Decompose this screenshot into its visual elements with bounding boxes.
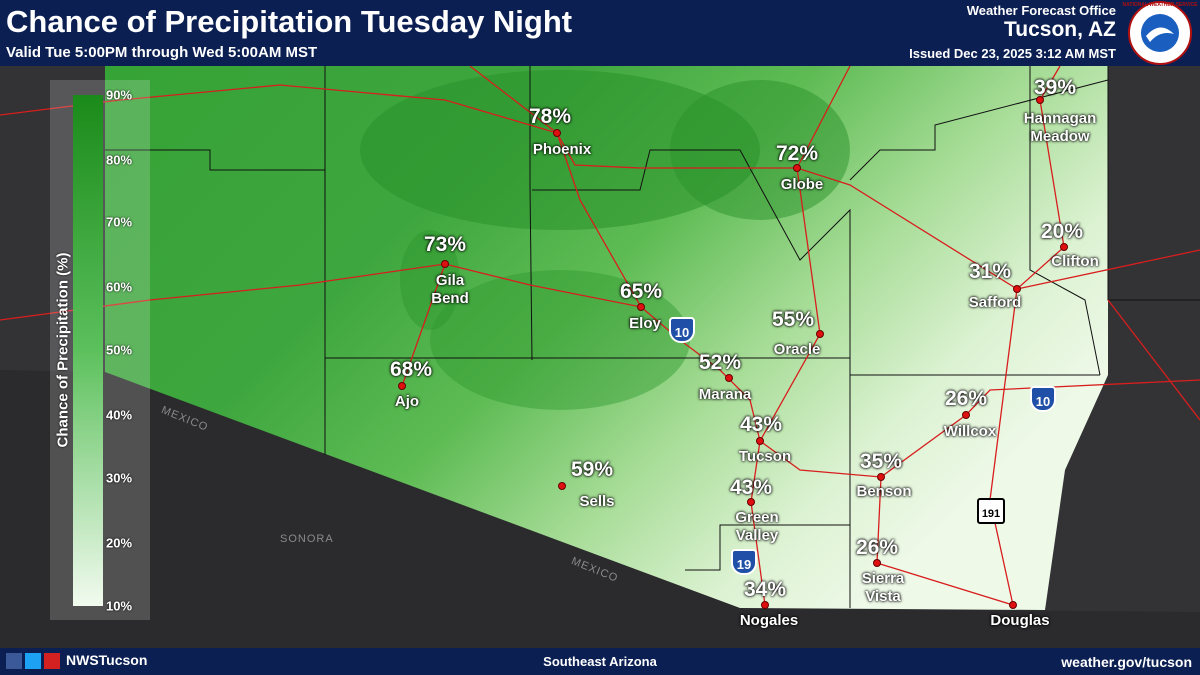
footer-social[interactable]: NWSTucson bbox=[66, 652, 148, 668]
legend-tick-label: 20% bbox=[106, 535, 133, 551]
city-percent: 73% bbox=[423, 233, 467, 256]
city-dot bbox=[1009, 601, 1017, 609]
logo-text: NATIONAL WEATHER SERVICE bbox=[1122, 2, 1198, 8]
city-name: Hannagan Meadow bbox=[1023, 110, 1097, 145]
location: Tucson, AZ bbox=[1004, 18, 1116, 41]
highway-shield: 191 bbox=[977, 498, 1005, 524]
city-percent: 52% bbox=[698, 351, 742, 374]
city-percent: 68% bbox=[389, 358, 433, 381]
header-bar bbox=[0, 0, 1200, 66]
city-percent: 39% bbox=[1033, 76, 1077, 99]
legend-tick-label: 40% bbox=[106, 407, 133, 423]
city-dot bbox=[398, 382, 406, 390]
city-name: Gila Bend bbox=[431, 272, 469, 307]
city-percent: 43% bbox=[729, 476, 773, 499]
legend-tick-label: 50% bbox=[106, 342, 133, 358]
forecast-area bbox=[105, 66, 1108, 610]
city-name: Marana bbox=[698, 386, 752, 403]
city-percent: 43% bbox=[739, 413, 783, 436]
city-percent: 26% bbox=[944, 387, 988, 410]
highway-shield: 10 bbox=[669, 317, 695, 343]
legend-tick-label: 60% bbox=[106, 279, 133, 295]
city-name: Sierra Vista bbox=[861, 570, 905, 605]
city-percent: 31% bbox=[968, 260, 1012, 283]
city-dot bbox=[816, 330, 824, 338]
subtitle: Valid Tue 5:00PM through Wed 5:00AM MST bbox=[6, 44, 318, 61]
city-dot bbox=[761, 601, 769, 609]
city-dot bbox=[747, 498, 755, 506]
city-dot bbox=[1036, 96, 1044, 104]
legend-tick-label: 70% bbox=[106, 214, 133, 230]
nws-logo-bird bbox=[1146, 27, 1174, 42]
city-name: Eloy bbox=[629, 315, 661, 332]
city-percent: 26% bbox=[855, 536, 899, 559]
legend-tick-label: 10% bbox=[106, 598, 133, 614]
city-dot bbox=[1013, 285, 1021, 293]
city-dot bbox=[793, 164, 801, 172]
city-name: Douglas bbox=[990, 612, 1050, 629]
footer-bar bbox=[0, 648, 1200, 675]
city-dot bbox=[962, 411, 970, 419]
legend-tick-label: 30% bbox=[106, 470, 133, 486]
high-pop-area bbox=[360, 70, 760, 230]
issued: Issued Dec 23, 2025 3:12 AM MST bbox=[909, 46, 1116, 61]
city-name: Phoenix bbox=[532, 141, 592, 158]
footer-region: Southeast Arizona bbox=[543, 654, 657, 669]
city-percent: 34% bbox=[743, 578, 787, 601]
city-dot bbox=[558, 482, 566, 490]
high-pop-area bbox=[670, 80, 850, 220]
city-percent: 72% bbox=[775, 142, 819, 165]
city-percent: 35% bbox=[859, 450, 903, 473]
city-percent: 55% bbox=[771, 308, 815, 331]
city-name: Safford bbox=[968, 294, 1022, 311]
youtube-icon[interactable] bbox=[44, 653, 60, 669]
office: Weather Forecast Office bbox=[966, 3, 1116, 18]
legend-title: Chance of Precipitation (%) bbox=[54, 252, 72, 448]
twitter-icon[interactable] bbox=[25, 653, 41, 669]
legend-tick-label: 80% bbox=[106, 152, 133, 168]
city-name: Globe bbox=[780, 176, 824, 193]
city-dot bbox=[637, 303, 645, 311]
city-dot bbox=[877, 473, 885, 481]
facebook-icon[interactable] bbox=[6, 653, 22, 669]
city-name: Sells bbox=[579, 493, 615, 510]
city-name: Green Valley bbox=[735, 509, 779, 544]
city-name: Clifton bbox=[1051, 253, 1099, 270]
city-name: Ajo bbox=[394, 393, 420, 410]
city-name: Nogales bbox=[739, 612, 799, 629]
region-label: SONORA bbox=[280, 533, 334, 545]
city-percent: 65% bbox=[619, 280, 663, 303]
city-dot bbox=[1060, 243, 1068, 251]
high-pop-area bbox=[430, 270, 690, 410]
legend-tick-label: 90% bbox=[106, 87, 133, 103]
city-name: Oracle bbox=[773, 341, 821, 358]
city-dot bbox=[553, 129, 561, 137]
city-name: Willcox bbox=[943, 423, 997, 440]
city-dot bbox=[756, 437, 764, 445]
mexico-land bbox=[0, 370, 1200, 675]
city-percent: 20% bbox=[1040, 220, 1084, 243]
highway-shield: 19 bbox=[731, 549, 757, 575]
city-percent: 59% bbox=[570, 458, 614, 481]
high-pop-area bbox=[400, 230, 460, 330]
city-dot bbox=[725, 374, 733, 382]
highway-shield: 10 bbox=[1030, 386, 1056, 412]
legend-colorbar bbox=[73, 95, 103, 606]
footer-url[interactable]: weather.gov/tucson bbox=[1061, 654, 1192, 670]
city-name: Tucson bbox=[738, 448, 792, 465]
title: Chance of Precipitation Tuesday Night bbox=[6, 4, 573, 39]
city-dot bbox=[441, 260, 449, 268]
city-name: Benson bbox=[856, 483, 912, 500]
city-dot bbox=[873, 559, 881, 567]
city-percent: 78% bbox=[528, 105, 572, 128]
